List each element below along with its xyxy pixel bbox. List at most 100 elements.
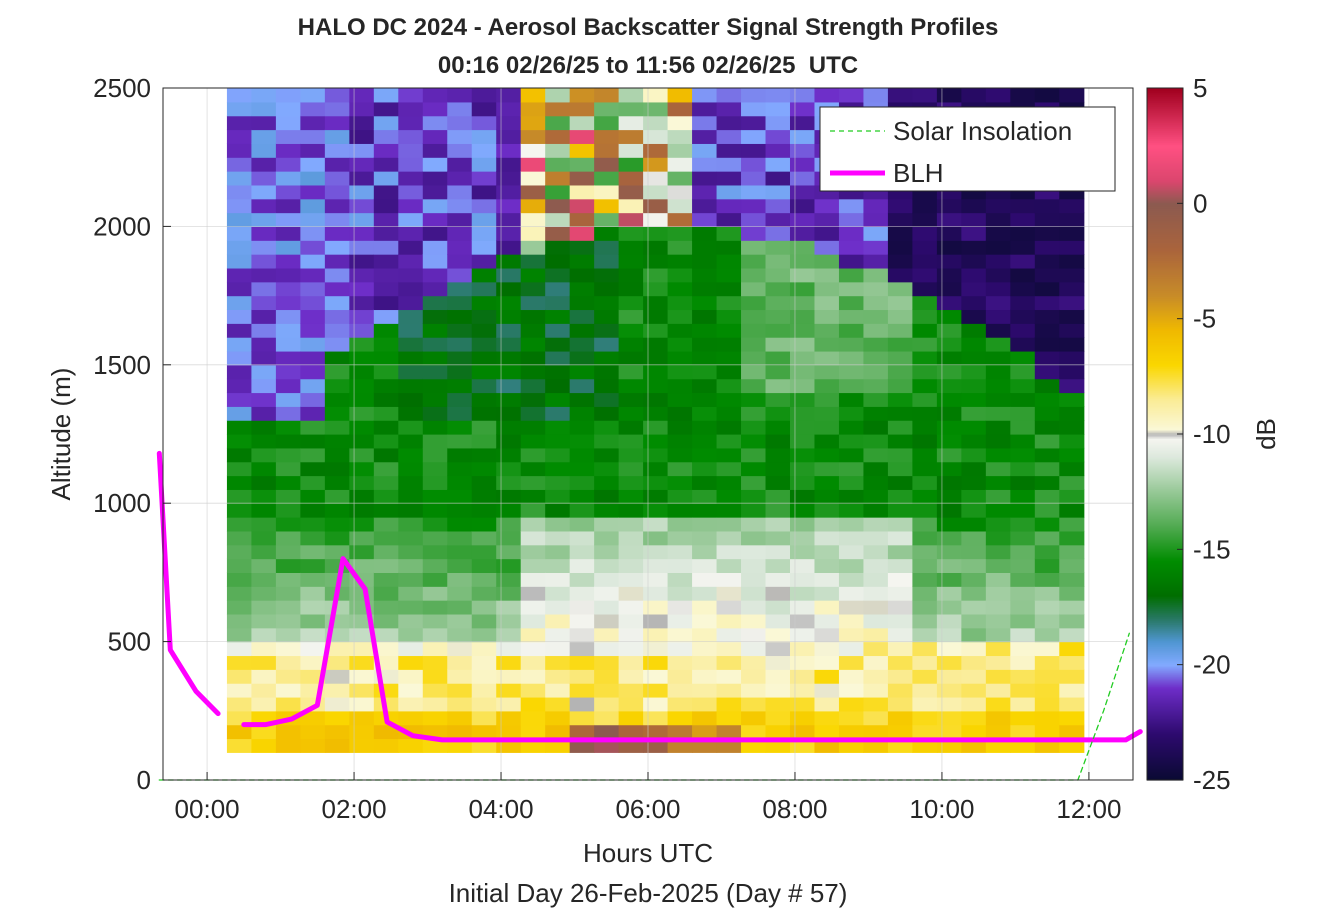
- heatmap-cell: [716, 309, 742, 324]
- heatmap-cell: [471, 447, 497, 463]
- heatmap-cell: [887, 655, 913, 670]
- colorbar-segment: [1147, 120, 1183, 123]
- heatmap-cell: [643, 240, 669, 255]
- heatmap-cell: [741, 530, 767, 546]
- heatmap-cell: [961, 586, 987, 601]
- heatmap-cell: [300, 337, 326, 352]
- heatmap-cell: [496, 267, 522, 283]
- heatmap-cell: [814, 724, 840, 740]
- heatmap-cell: [594, 517, 620, 532]
- heatmap-cell: [275, 281, 301, 297]
- heatmap-cell: [716, 88, 742, 103]
- colorbar-segment: [1147, 500, 1183, 503]
- heatmap-cell: [643, 295, 669, 311]
- heatmap-cell: [618, 212, 644, 227]
- heatmap-cell: [471, 544, 497, 560]
- heatmap-cell: [300, 101, 326, 117]
- heatmap-cell: [520, 586, 546, 601]
- heatmap-cell: [741, 378, 767, 394]
- heatmap-cell: [692, 157, 718, 172]
- heatmap-cell: [765, 254, 791, 269]
- heatmap-cell: [447, 503, 473, 518]
- heatmap-cell: [961, 212, 987, 227]
- heatmap-cell: [349, 683, 375, 698]
- heatmap-cell: [667, 143, 693, 158]
- heatmap-cell: [496, 129, 522, 144]
- heatmap-cell: [985, 212, 1011, 227]
- heatmap-cell: [300, 489, 326, 504]
- heatmap-cell: [765, 669, 791, 684]
- colorbar-segment: [1147, 626, 1183, 629]
- x-tick-label: 00:00: [175, 794, 240, 824]
- heatmap-cell: [569, 558, 595, 573]
- heatmap-cell: [838, 641, 865, 657]
- heatmap-cell: [1034, 655, 1060, 670]
- heatmap-cell: [985, 572, 1011, 587]
- heatmap-cell: [520, 281, 546, 297]
- heatmap-cell: [887, 309, 913, 324]
- heatmap-cell: [324, 669, 350, 684]
- heatmap-cell: [1010, 544, 1036, 560]
- heatmap-cell: [520, 475, 546, 490]
- heatmap-cell: [789, 157, 816, 172]
- colorbar-segment: [1147, 734, 1183, 737]
- heatmap-cell: [324, 503, 350, 518]
- heatmap-cell: [569, 447, 595, 463]
- heatmap-cell: [716, 655, 742, 670]
- heatmap-cell: [422, 475, 448, 490]
- heatmap-cell: [422, 710, 448, 726]
- colorbar-segment: [1147, 764, 1183, 767]
- heatmap-cell: [887, 669, 913, 684]
- heatmap-cell: [716, 143, 742, 158]
- heatmap-cell: [765, 696, 791, 712]
- heatmap-cell: [936, 530, 962, 546]
- heatmap-cell: [520, 337, 546, 352]
- heatmap-cell: [422, 600, 448, 615]
- heatmap-cell: [814, 558, 840, 573]
- heatmap-cell: [471, 503, 497, 518]
- colorbar-segment: [1147, 526, 1183, 529]
- heatmap-cell: [741, 517, 767, 532]
- colorbar-segment: [1147, 144, 1183, 147]
- heatmap-cell: [716, 226, 742, 241]
- chart-title: HALO DC 2024 - Aerosol Backscatter Signa…: [298, 14, 999, 41]
- colorbar-segment: [1147, 188, 1183, 191]
- heatmap-cell: [814, 406, 840, 421]
- heatmap-cell: [594, 115, 620, 131]
- colorbar-segment: [1147, 418, 1183, 421]
- heatmap-cell: [569, 683, 595, 698]
- heatmap-cell: [741, 198, 767, 214]
- heatmap-cell: [887, 378, 913, 394]
- heatmap-cell: [667, 489, 693, 504]
- colorbar-segment: [1147, 422, 1183, 425]
- heatmap-cell: [692, 101, 718, 117]
- colorbar-segment: [1147, 748, 1183, 751]
- heatmap-cell: [545, 641, 571, 657]
- heatmap-cell: [1010, 420, 1036, 435]
- heatmap-cell: [275, 738, 301, 753]
- heatmap-cell: [324, 613, 350, 629]
- heatmap-cell: [373, 586, 399, 601]
- heatmap-cell: [912, 696, 938, 712]
- y-tick-label: 2000: [93, 211, 151, 241]
- heatmap-cell: [422, 655, 448, 670]
- legend: Solar Insolation BLH: [819, 106, 1116, 192]
- heatmap-cell: [936, 240, 962, 255]
- x-tick-label: 06:00: [615, 794, 680, 824]
- heatmap-cell: [422, 503, 448, 518]
- heatmap-cell: [789, 683, 816, 698]
- heatmap-cell: [618, 309, 644, 324]
- heatmap-cell: [471, 184, 497, 200]
- heatmap-cell: [789, 143, 816, 158]
- heatmap-cell: [643, 434, 669, 449]
- heatmap-cell: [275, 392, 301, 407]
- heatmap-cell: [912, 544, 938, 560]
- heatmap-cell: [324, 641, 350, 657]
- heatmap-cell: [300, 406, 326, 421]
- heatmap-cell: [373, 226, 399, 241]
- heatmap-cell: [667, 212, 693, 227]
- heatmap-cell: [349, 420, 375, 435]
- heatmap-cell: [520, 503, 546, 518]
- heatmap-cell: [520, 530, 546, 546]
- heatmap-cell: [545, 392, 571, 407]
